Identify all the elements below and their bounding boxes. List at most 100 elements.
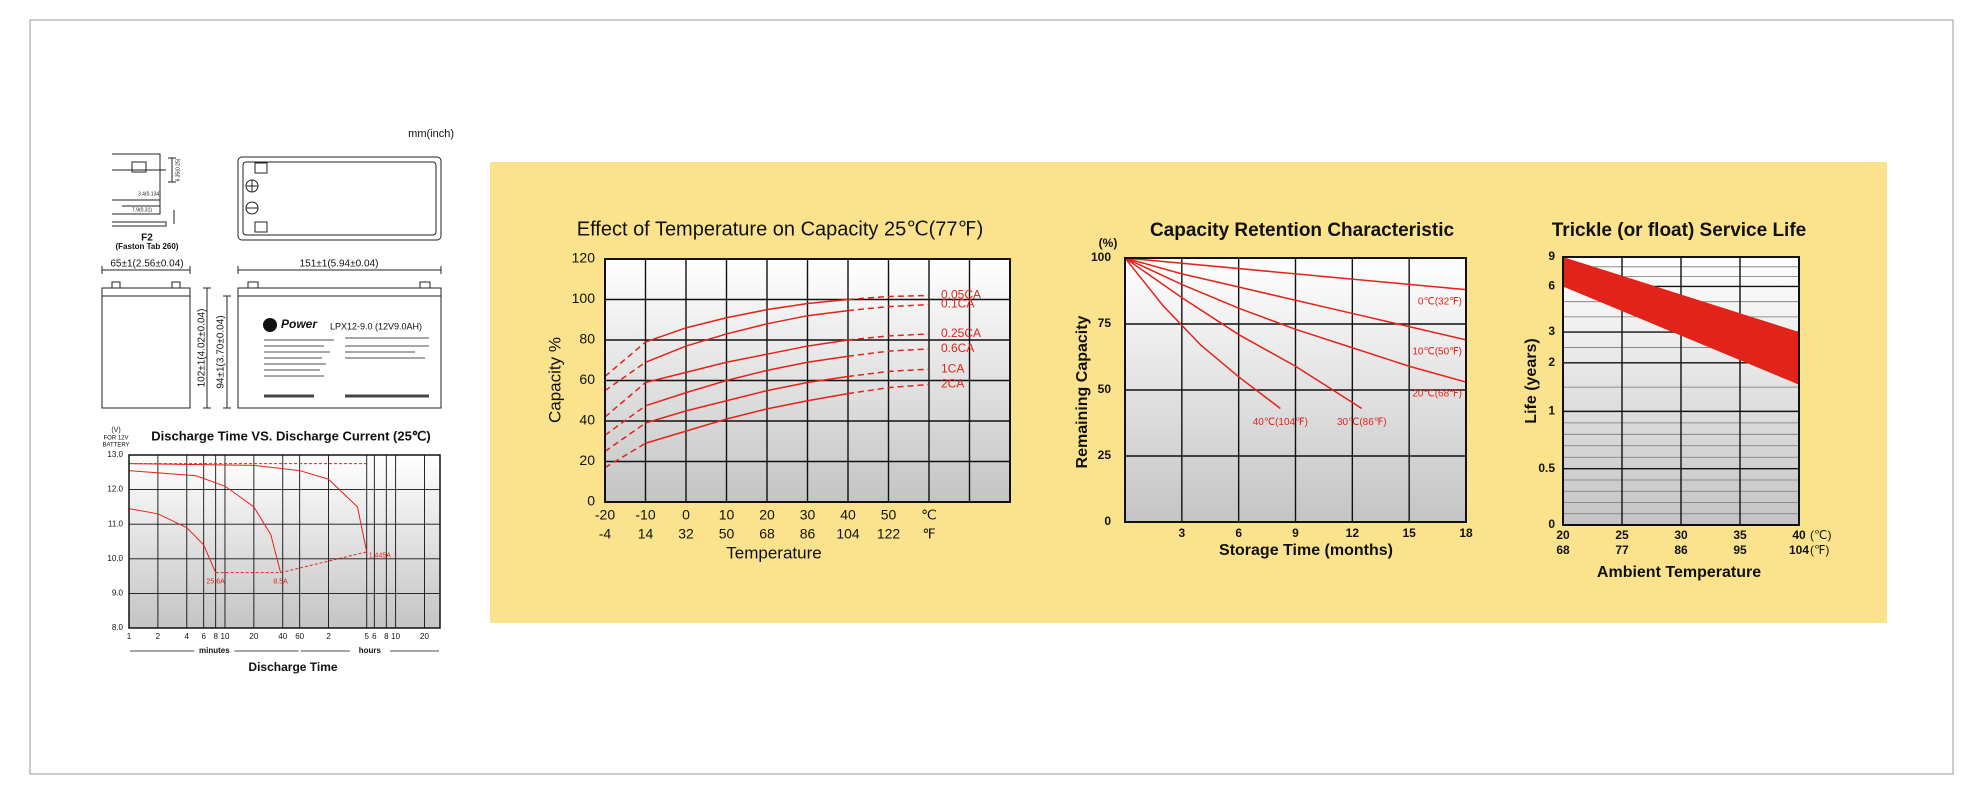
x-tick-label: 14 xyxy=(638,526,654,542)
series-line-dashed xyxy=(847,348,930,357)
x-tick-label: 20 xyxy=(759,507,775,523)
series-line xyxy=(645,392,849,444)
series-label: 1.445A xyxy=(369,553,392,560)
plot-border xyxy=(1562,256,1800,526)
y-tick-label: 120 xyxy=(572,250,596,266)
width-dim: 65±1(2.56±0.04) xyxy=(110,259,183,270)
x-tick-label: 2 xyxy=(156,632,161,641)
terminal-dim: 6.35(0.25) xyxy=(175,158,181,181)
series-label: 0℃(32℉) xyxy=(1418,296,1462,307)
series-line xyxy=(1124,257,1281,410)
height-dim: 102±1(4.02±0.04) xyxy=(197,309,208,388)
series-line-dashed xyxy=(604,442,646,469)
front-view xyxy=(101,281,191,409)
model: LPX12-9.0 (12V9.0AH) xyxy=(330,321,422,331)
x-tick-label: ℃ xyxy=(921,507,937,523)
x-tick-label: 6 xyxy=(1235,526,1242,540)
y-tick-label: 40 xyxy=(579,412,595,428)
chart-title: Effect of Temperature on Capacity 25℃(77… xyxy=(577,218,984,240)
y-tick-label: 3 xyxy=(1548,324,1555,338)
y-tick-label: 0 xyxy=(1548,517,1555,531)
chart-title: Trickle (or float) Service Life xyxy=(1552,220,1806,241)
y-tick-label: 13.0 xyxy=(107,450,123,459)
x-tick-label: 20 xyxy=(1556,528,1570,542)
series-label: 2CA xyxy=(941,377,964,391)
x-label: Temperature xyxy=(726,543,821,562)
series-line xyxy=(1124,257,1467,383)
series-label: 0.6CA xyxy=(941,341,974,355)
unit-label: mm(inch) xyxy=(408,128,454,140)
x-tick-label: 8 xyxy=(384,632,389,641)
x-tick-label: 10 xyxy=(719,507,735,523)
x-tick-label: -4 xyxy=(599,526,612,542)
group-label-bg xyxy=(349,646,390,656)
y-label: Capacity % xyxy=(545,337,564,423)
plot-border xyxy=(128,454,441,629)
x-tick-label: 95 xyxy=(1733,543,1747,557)
series-line-dashed xyxy=(847,303,930,312)
x-tick-label: 18 xyxy=(1459,526,1473,540)
dim-line xyxy=(203,287,231,409)
x-tick-label: 50 xyxy=(719,526,735,542)
series-line xyxy=(128,470,282,573)
x-tick-label: 3 xyxy=(1178,526,1185,540)
x-tick-label: 122 xyxy=(877,526,901,542)
x-tick-label: 40 xyxy=(278,632,287,641)
y-tick-label: 0 xyxy=(1104,514,1111,528)
x-tick-label: 35 xyxy=(1733,528,1747,542)
chart-title: Capacity Retention Characteristic xyxy=(1150,220,1455,241)
terminal-name: F2 xyxy=(141,233,153,244)
x-tick-label: 15 xyxy=(1402,526,1416,540)
series-line-dashed xyxy=(604,422,646,452)
y-tick-label: 2 xyxy=(1548,355,1555,369)
x-tick-label: 2 xyxy=(326,632,331,641)
y-tick-label: 0.5 xyxy=(1538,461,1555,475)
group-label: minutes xyxy=(199,646,230,655)
y-tick-label: 100 xyxy=(1091,250,1111,264)
terminal-drawing xyxy=(112,153,176,227)
x-tick-label: 30 xyxy=(800,507,816,523)
y-tick-label: 8.0 xyxy=(112,623,124,632)
series-line-dashed xyxy=(847,294,930,301)
group-label-bg xyxy=(194,646,235,656)
x-tick-label: 104 xyxy=(836,526,860,542)
x-tick-label: 77 xyxy=(1615,543,1629,557)
y-tick-label: 1 xyxy=(1548,404,1555,418)
plot-area xyxy=(129,455,440,628)
y-label: Life (years) xyxy=(1523,338,1540,423)
plot-border xyxy=(1124,257,1467,523)
cutoff-line xyxy=(215,551,367,574)
y-tick-label: 75 xyxy=(1098,316,1112,330)
y-tick-label: 9.0 xyxy=(112,589,124,598)
x-tick-label: 30 xyxy=(1674,528,1688,542)
y-tick-label: 100 xyxy=(572,290,596,306)
x-tick-label: 9 xyxy=(1292,526,1299,540)
y-tick-label: 0 xyxy=(587,493,595,509)
series-line xyxy=(645,298,849,343)
series-line xyxy=(128,463,368,552)
x-tick-label: 20 xyxy=(249,632,258,641)
chart-title: Discharge Time VS. Discharge Current (25… xyxy=(151,428,431,443)
x-tick-label: 6 xyxy=(372,632,377,641)
terminal-dim: 3.4(0.134) xyxy=(138,191,161,197)
x-tick-label: -20 xyxy=(595,507,615,523)
series-label: 0.05CA xyxy=(941,288,981,302)
x-tick-label: 68 xyxy=(1556,543,1570,557)
x-tick-label: 10 xyxy=(221,632,230,641)
x-tick-label: 1 xyxy=(127,632,132,641)
length-dim: 151±1(5.94±0.04) xyxy=(300,259,379,270)
side-view xyxy=(237,281,442,409)
series-label: 30℃(86℉) xyxy=(1337,417,1387,428)
y-tick-label: 10.0 xyxy=(107,554,123,563)
series-label: 20℃(68℉) xyxy=(1412,389,1462,400)
x-tick-label: 60 xyxy=(295,632,304,641)
series-label: 25.6A xyxy=(207,578,226,585)
series-line xyxy=(1124,257,1363,410)
x-tick-label: 50 xyxy=(881,507,897,523)
y-label: Remaining Capacity xyxy=(1074,315,1091,468)
series-label: 0.1CA xyxy=(941,297,974,311)
dim-line xyxy=(101,266,442,274)
series-line-dashed xyxy=(847,333,930,341)
series-label: 1CA xyxy=(941,361,964,375)
